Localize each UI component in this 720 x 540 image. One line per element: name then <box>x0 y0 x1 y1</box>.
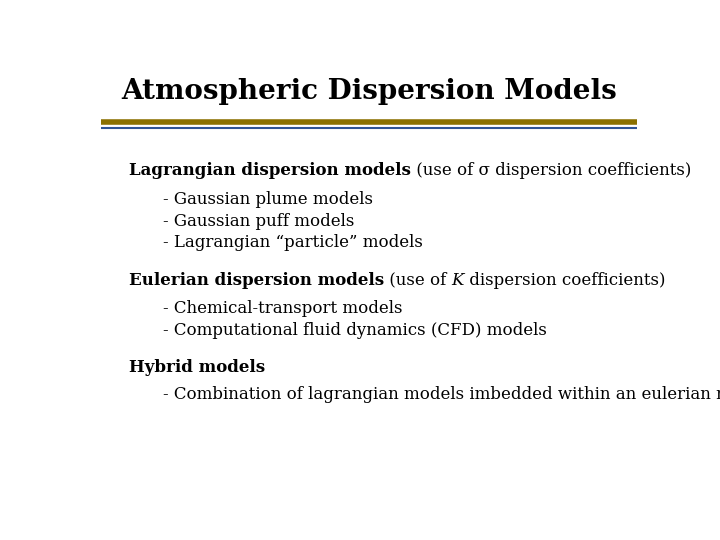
Text: - Lagrangian “particle” models: - Lagrangian “particle” models <box>163 234 423 251</box>
Text: - Computational fluid dynamics (CFD) models: - Computational fluid dynamics (CFD) mod… <box>163 322 546 339</box>
Text: Atmospheric Dispersion Models: Atmospheric Dispersion Models <box>121 78 617 105</box>
Text: (use of σ dispersion coefficients): (use of σ dispersion coefficients) <box>411 163 691 179</box>
Text: (use of: (use of <box>384 272 451 289</box>
Text: dispersion coefficients): dispersion coefficients) <box>464 272 665 289</box>
Text: Eulerian dispersion models: Eulerian dispersion models <box>129 272 384 289</box>
Text: - Chemical-transport models: - Chemical-transport models <box>163 300 402 318</box>
Text: - Gaussian puff models: - Gaussian puff models <box>163 213 354 230</box>
Text: - Combination of lagrangian models imbedded within an eulerian model: - Combination of lagrangian models imbed… <box>163 386 720 403</box>
Text: - Gaussian plume models: - Gaussian plume models <box>163 191 372 208</box>
Text: Lagrangian dispersion models: Lagrangian dispersion models <box>129 163 411 179</box>
Text: Hybrid models: Hybrid models <box>129 359 265 376</box>
Text: K: K <box>451 272 464 289</box>
